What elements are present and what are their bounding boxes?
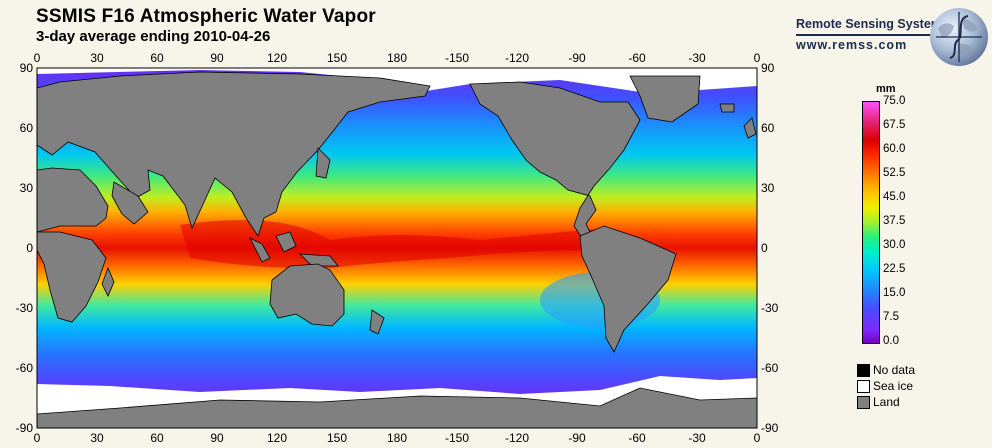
land-new-guinea: [298, 253, 339, 267]
colorbar-tick-label: 30.0: [883, 239, 906, 251]
y-tick-label-left: 30: [20, 181, 34, 195]
land-antarctica: [37, 387, 757, 428]
y-tick-label-right: 60: [761, 121, 775, 135]
x-tick-label-bottom: 180: [387, 431, 407, 445]
y-tick-label-right: -90: [761, 421, 779, 435]
x-tick-label-bottom: -60: [628, 431, 646, 445]
axis-ticks: 0 0 30 30 60 60 90 90 120 120 150 150 180 180 -150 -150…: [16, 51, 779, 445]
land-north-africa: [37, 167, 109, 233]
colorbar-tick-label: 7.5: [883, 311, 899, 323]
x-tick-label-bottom: -30: [688, 431, 706, 445]
page-subtitle: 3-day average ending 2010-04-26: [36, 28, 271, 45]
legend-label: No data: [873, 363, 916, 377]
land-japan: [315, 147, 331, 179]
x-tick-label-top: -60: [628, 51, 646, 65]
x-tick-label-top: -30: [688, 51, 706, 65]
y-tick-label-right: 30: [761, 181, 775, 195]
legend-swatch: [857, 364, 870, 377]
x-tick-label-top: -120: [505, 51, 529, 65]
map-field: [37, 68, 757, 428]
brand-url[interactable]: www.remss.com: [796, 38, 908, 52]
x-tick-label-bottom: 150: [327, 431, 347, 445]
x-tick-label-bottom: -120: [505, 431, 529, 445]
colorbar-tick-label: 45.0: [883, 191, 906, 203]
colorbar-tick-label: 37.5: [883, 215, 906, 227]
land-greenland: [629, 75, 701, 123]
land-arabia: [111, 181, 149, 225]
brand-name[interactable]: Remote Sensing Systems: [796, 17, 949, 31]
legend-swatch: [857, 396, 870, 409]
colorbar-tick-label: 75.0: [883, 95, 906, 107]
land-mass-group: [37, 71, 757, 428]
y-tick-label-left: -30: [16, 301, 34, 315]
x-tick-label-bottom: -150: [445, 431, 469, 445]
land-uk: [743, 117, 757, 139]
y-tick-label-left: -90: [16, 421, 34, 435]
y-tick-label-right: -60: [761, 361, 779, 375]
x-tick-label-top: 120: [267, 51, 287, 65]
y-tick-label-left: 0: [26, 241, 33, 255]
colorbar-tick-label: 0.0: [883, 335, 899, 347]
y-tick-label-left: 90: [20, 61, 34, 75]
land-borneo: [275, 231, 297, 253]
land-iceland: [719, 103, 735, 113]
colorbar: [862, 101, 880, 344]
colorbar-tick-label: 52.5: [883, 167, 906, 179]
x-tick-label-top: -90: [568, 51, 586, 65]
page-title: SSMIS F16 Atmospheric Water Vapor: [36, 6, 376, 27]
x-tick-label-bottom: 60: [150, 431, 164, 445]
sea-ice-arctic: [37, 68, 757, 92]
brand-divider: [796, 34, 952, 36]
legend-label: Sea ice: [873, 379, 914, 393]
x-tick-label-bottom: 30: [90, 431, 104, 445]
y-tick-label-left: 60: [20, 121, 34, 135]
x-tick-label-bottom: 120: [267, 431, 287, 445]
itcz-moisture-band: [180, 220, 610, 269]
x-tick-label-top: 90: [210, 51, 224, 65]
x-tick-label-top: 60: [150, 51, 164, 65]
x-tick-label-bottom: -90: [568, 431, 586, 445]
colorbar-tick-label: 67.5: [883, 119, 906, 131]
map-frame: [36, 67, 758, 429]
x-tick-label-bottom: 0: [34, 431, 41, 445]
land-australia: [269, 263, 345, 327]
legend-swatch: [857, 380, 870, 393]
colorbar-tick-label: 60.0: [883, 143, 906, 155]
x-tick-label-top: 0: [34, 51, 41, 65]
x-tick-label-bottom: 90: [210, 431, 224, 445]
land-madagascar: [101, 266, 115, 297]
y-tick-label-right: -30: [761, 301, 779, 315]
x-tick-label-top: 0: [754, 51, 761, 65]
legend-label: Land: [873, 395, 900, 409]
x-tick-label-top: 180: [387, 51, 407, 65]
x-tick-label-top: 30: [90, 51, 104, 65]
y-tick-label-right: 90: [761, 61, 775, 75]
globe-logo-icon: [930, 8, 988, 66]
land-new-zealand: [369, 309, 385, 335]
colorbar-tick-label: 15.0: [883, 287, 906, 299]
colorbar-unit: mm: [876, 83, 896, 95]
x-tick-label-top: -150: [445, 51, 469, 65]
y-tick-label-left: -60: [16, 361, 34, 375]
land-south-america: [579, 225, 677, 353]
x-tick-label-top: 150: [327, 51, 347, 65]
y-tick-label-right: 0: [761, 241, 768, 255]
land-south-africa: [37, 231, 107, 323]
land-sumatra: [249, 237, 271, 263]
x-tick-label-bottom: 0: [754, 431, 761, 445]
colorbar-tick-label: 22.5: [883, 263, 906, 275]
